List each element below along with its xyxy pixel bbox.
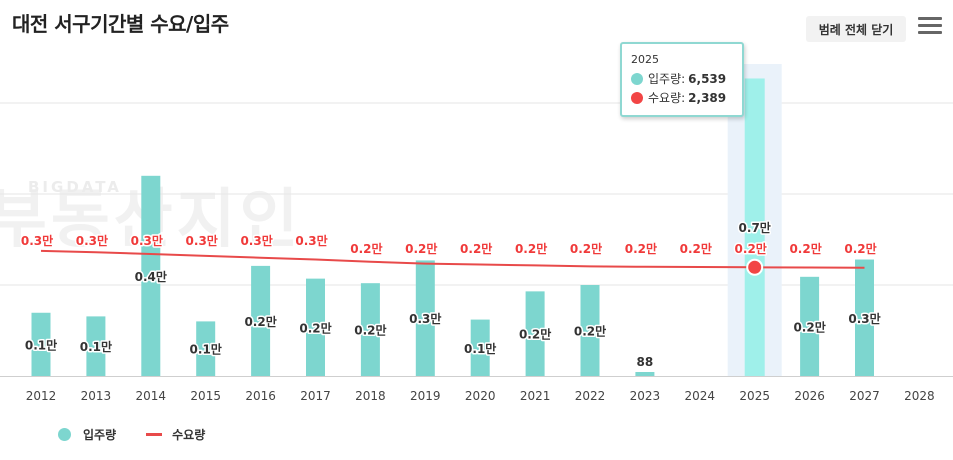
x-tick-2022: 2022 — [575, 389, 606, 403]
tooltip-supply-label: 입주량: — [648, 72, 686, 86]
supply-dot-icon — [631, 72, 643, 85]
x-tick-2023: 2023 — [630, 389, 661, 403]
legend-line-icon — [146, 433, 163, 436]
line-label-2020: 0.2만 — [460, 241, 492, 256]
legend-circle-icon — [58, 428, 71, 441]
line-label-2014: 0.3만 — [131, 233, 163, 248]
x-tick-2018: 2018 — [355, 389, 386, 403]
line-label-2024: 0.2만 — [680, 241, 712, 256]
x-tick-2013: 2013 — [81, 389, 112, 403]
line-label-2027: 0.2만 — [844, 241, 876, 256]
bar-2020 — [470, 319, 490, 376]
legend-supply-label: 입주량 — [83, 428, 117, 442]
line-label-2017: 0.3만 — [295, 233, 327, 248]
bar-2018 — [360, 283, 380, 376]
line-label-2021: 0.2만 — [515, 241, 547, 256]
chart-title: 대전 서구기간별 수요/입주 — [12, 12, 229, 36]
bar-2013 — [86, 316, 106, 376]
legend-demand-label: 수요량 — [172, 428, 206, 442]
line-label-2013: 0.3만 — [76, 233, 108, 248]
bar-label-2015: 0.1만 — [190, 342, 222, 357]
bar-2023 — [635, 371, 655, 376]
bar-label-2026: 0.2만 — [793, 319, 825, 334]
bar-label-2021: 0.2만 — [519, 327, 551, 342]
tooltip-year: 2025 — [631, 53, 659, 66]
tooltip-supply-value: 6,539 — [688, 71, 727, 86]
bar-label-2027: 0.3만 — [848, 311, 880, 326]
bar-2014 — [141, 175, 161, 376]
bar-label-2016: 0.2만 — [244, 314, 276, 329]
bar-label-2022: 0.2만 — [574, 324, 606, 339]
legend-toggle-button[interactable]: 범례 전체 닫기 — [806, 16, 906, 42]
line-label-2018: 0.2만 — [350, 241, 382, 256]
bar-label-2020: 0.1만 — [464, 341, 496, 356]
line-label-2019: 0.2만 — [405, 241, 437, 256]
watermark-subtext: BIGDATA — [28, 178, 122, 196]
bar-2027 — [855, 259, 874, 376]
line-label-2025: 0.2만 — [735, 241, 767, 256]
chart-area: 0.1만 0.1만 0.4만 0.1만 0.2만 0.2만 0.2만 0.3만 0.1만 0.2만… — [0, 64, 953, 403]
bar-2025 — [744, 78, 765, 377]
x-tick-2012: 2012 — [26, 389, 57, 403]
x-tick-2020: 2020 — [465, 389, 496, 403]
bar-2026 — [800, 276, 820, 376]
bar-2015 — [196, 321, 216, 376]
x-tick-2015: 2015 — [190, 389, 221, 403]
line-label-2012: 0.3만 — [21, 233, 53, 248]
bar-label-2017: 0.2만 — [299, 320, 331, 335]
tooltip-demand-value: 2,389 — [688, 90, 727, 105]
demand-point-2025 — [746, 258, 764, 276]
x-tick-2025: 2025 — [739, 389, 770, 403]
bar-2017 — [306, 278, 325, 376]
line-label-2016: 0.3만 — [240, 233, 272, 248]
bar-label-2023: 88 — [637, 355, 654, 369]
legend-item-demand[interactable]: 수요량 — [146, 426, 205, 443]
tooltip-row-demand: 수요량: 2,389 — [631, 88, 733, 107]
bar-2016 — [251, 265, 271, 376]
x-tick-2021: 2021 — [520, 389, 551, 403]
tooltip-demand-label: 수요량: — [648, 91, 686, 105]
bar-2019 — [415, 260, 435, 376]
line-label-2023: 0.2만 — [625, 241, 657, 256]
legend: 입주량 수요량 — [58, 426, 235, 443]
x-tick-2026: 2026 — [794, 389, 825, 403]
bar-label-2012: 0.1만 — [25, 337, 57, 352]
line-label-2026: 0.2만 — [789, 241, 821, 256]
bar-label-2018: 0.2만 — [354, 323, 386, 338]
x-tick-2027: 2027 — [849, 389, 880, 403]
bar-label-2014: 0.4만 — [135, 269, 167, 284]
tooltip-row-supply: 입주량: 6,539 — [631, 69, 733, 88]
demand-dot-icon — [631, 91, 643, 104]
x-tick-2016: 2016 — [245, 389, 276, 403]
x-tick-2014: 2014 — [136, 389, 167, 403]
hamburger-menu-icon[interactable] — [918, 17, 942, 37]
bar-label-2019: 0.3만 — [409, 311, 441, 326]
demand-line — [40, 249, 865, 269]
bar-2022 — [580, 285, 600, 376]
legend-item-supply[interactable]: 입주량 — [58, 426, 116, 443]
line-label-2022: 0.2만 — [570, 241, 602, 256]
bar-2021 — [525, 291, 545, 376]
x-tick-2017: 2017 — [300, 389, 331, 403]
tooltip: 2025 입주량: 6,539 수요량: 2,389 — [620, 42, 744, 117]
bar-label-2013: 0.1만 — [80, 339, 112, 354]
bar-2012 — [31, 312, 51, 376]
x-tick-2028: 2028 — [904, 389, 935, 403]
x-tick-2019: 2019 — [410, 389, 441, 403]
line-label-2015: 0.3만 — [186, 233, 218, 248]
x-tick-2024: 2024 — [685, 389, 716, 403]
bar-label-2025: 0.7만 — [739, 220, 771, 235]
